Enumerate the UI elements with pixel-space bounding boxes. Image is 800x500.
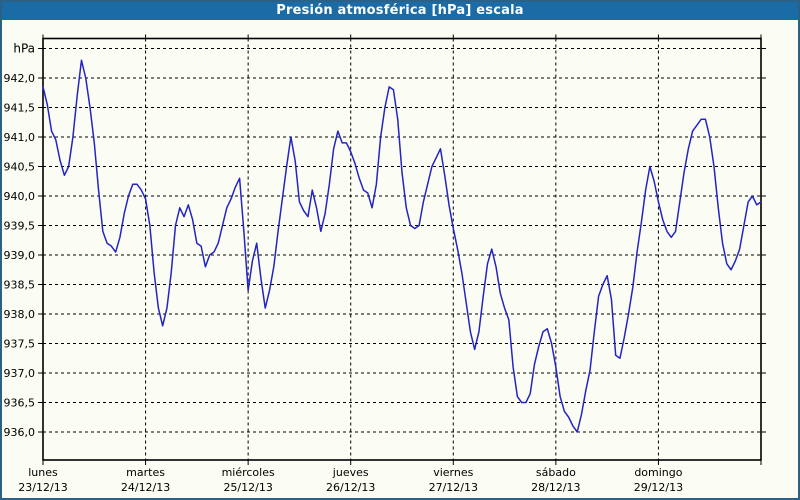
date-label: 27/12/13 (429, 481, 478, 494)
day-label: lunes (28, 466, 58, 479)
chart-title-bar: Presión atmosférica [hPa] escala (2, 2, 798, 20)
day-label: viernes (433, 466, 473, 479)
y-axis-unit-label: hPa (13, 42, 35, 56)
day-label: domingo (634, 466, 682, 479)
day-label: sábado (536, 466, 576, 479)
y-tick-label: 936,0 (4, 426, 36, 439)
y-tick-label: 937,0 (4, 367, 36, 380)
y-tick-label: 938,5 (4, 279, 36, 292)
day-label: martes (126, 466, 165, 479)
date-label: 24/12/13 (121, 481, 170, 494)
y-tick-label: 940,0 (4, 190, 36, 203)
y-tick-label: 941,5 (4, 102, 36, 115)
date-label: 29/12/13 (634, 481, 683, 494)
pressure-line-chart: 936,0 936,5 937,0 937,5 938,0 938,5 939,0 939,5… (4, 34, 766, 494)
date-label: 23/12/13 (18, 481, 67, 494)
y-tick-label: 942,0 (4, 72, 36, 85)
plot-frame (42, 37, 762, 461)
date-label: 28/12/13 (531, 481, 580, 494)
chart-area: 936,0 936,5 937,0 937,5 938,0 938,5 939,0 939,5… (2, 20, 798, 498)
date-label: 26/12/13 (326, 481, 375, 494)
y-tick-label: 939,5 (4, 220, 36, 233)
y-tick-label: 940,5 (4, 161, 36, 174)
day-label: miércoles (222, 466, 275, 479)
day-label: jueves (332, 466, 369, 479)
y-tick-label: 938,0 (4, 308, 36, 321)
y-tick-label: 941,0 (4, 131, 36, 144)
chart-title: Presión atmosférica [hPa] escala (276, 3, 524, 18)
y-tick-label: 939,0 (4, 249, 36, 262)
pressure-series-line (42, 59, 762, 433)
date-label: 25/12/13 (223, 481, 272, 494)
y-tick-label: 936,5 (4, 397, 36, 410)
y-tick-label: 937,5 (4, 338, 36, 351)
